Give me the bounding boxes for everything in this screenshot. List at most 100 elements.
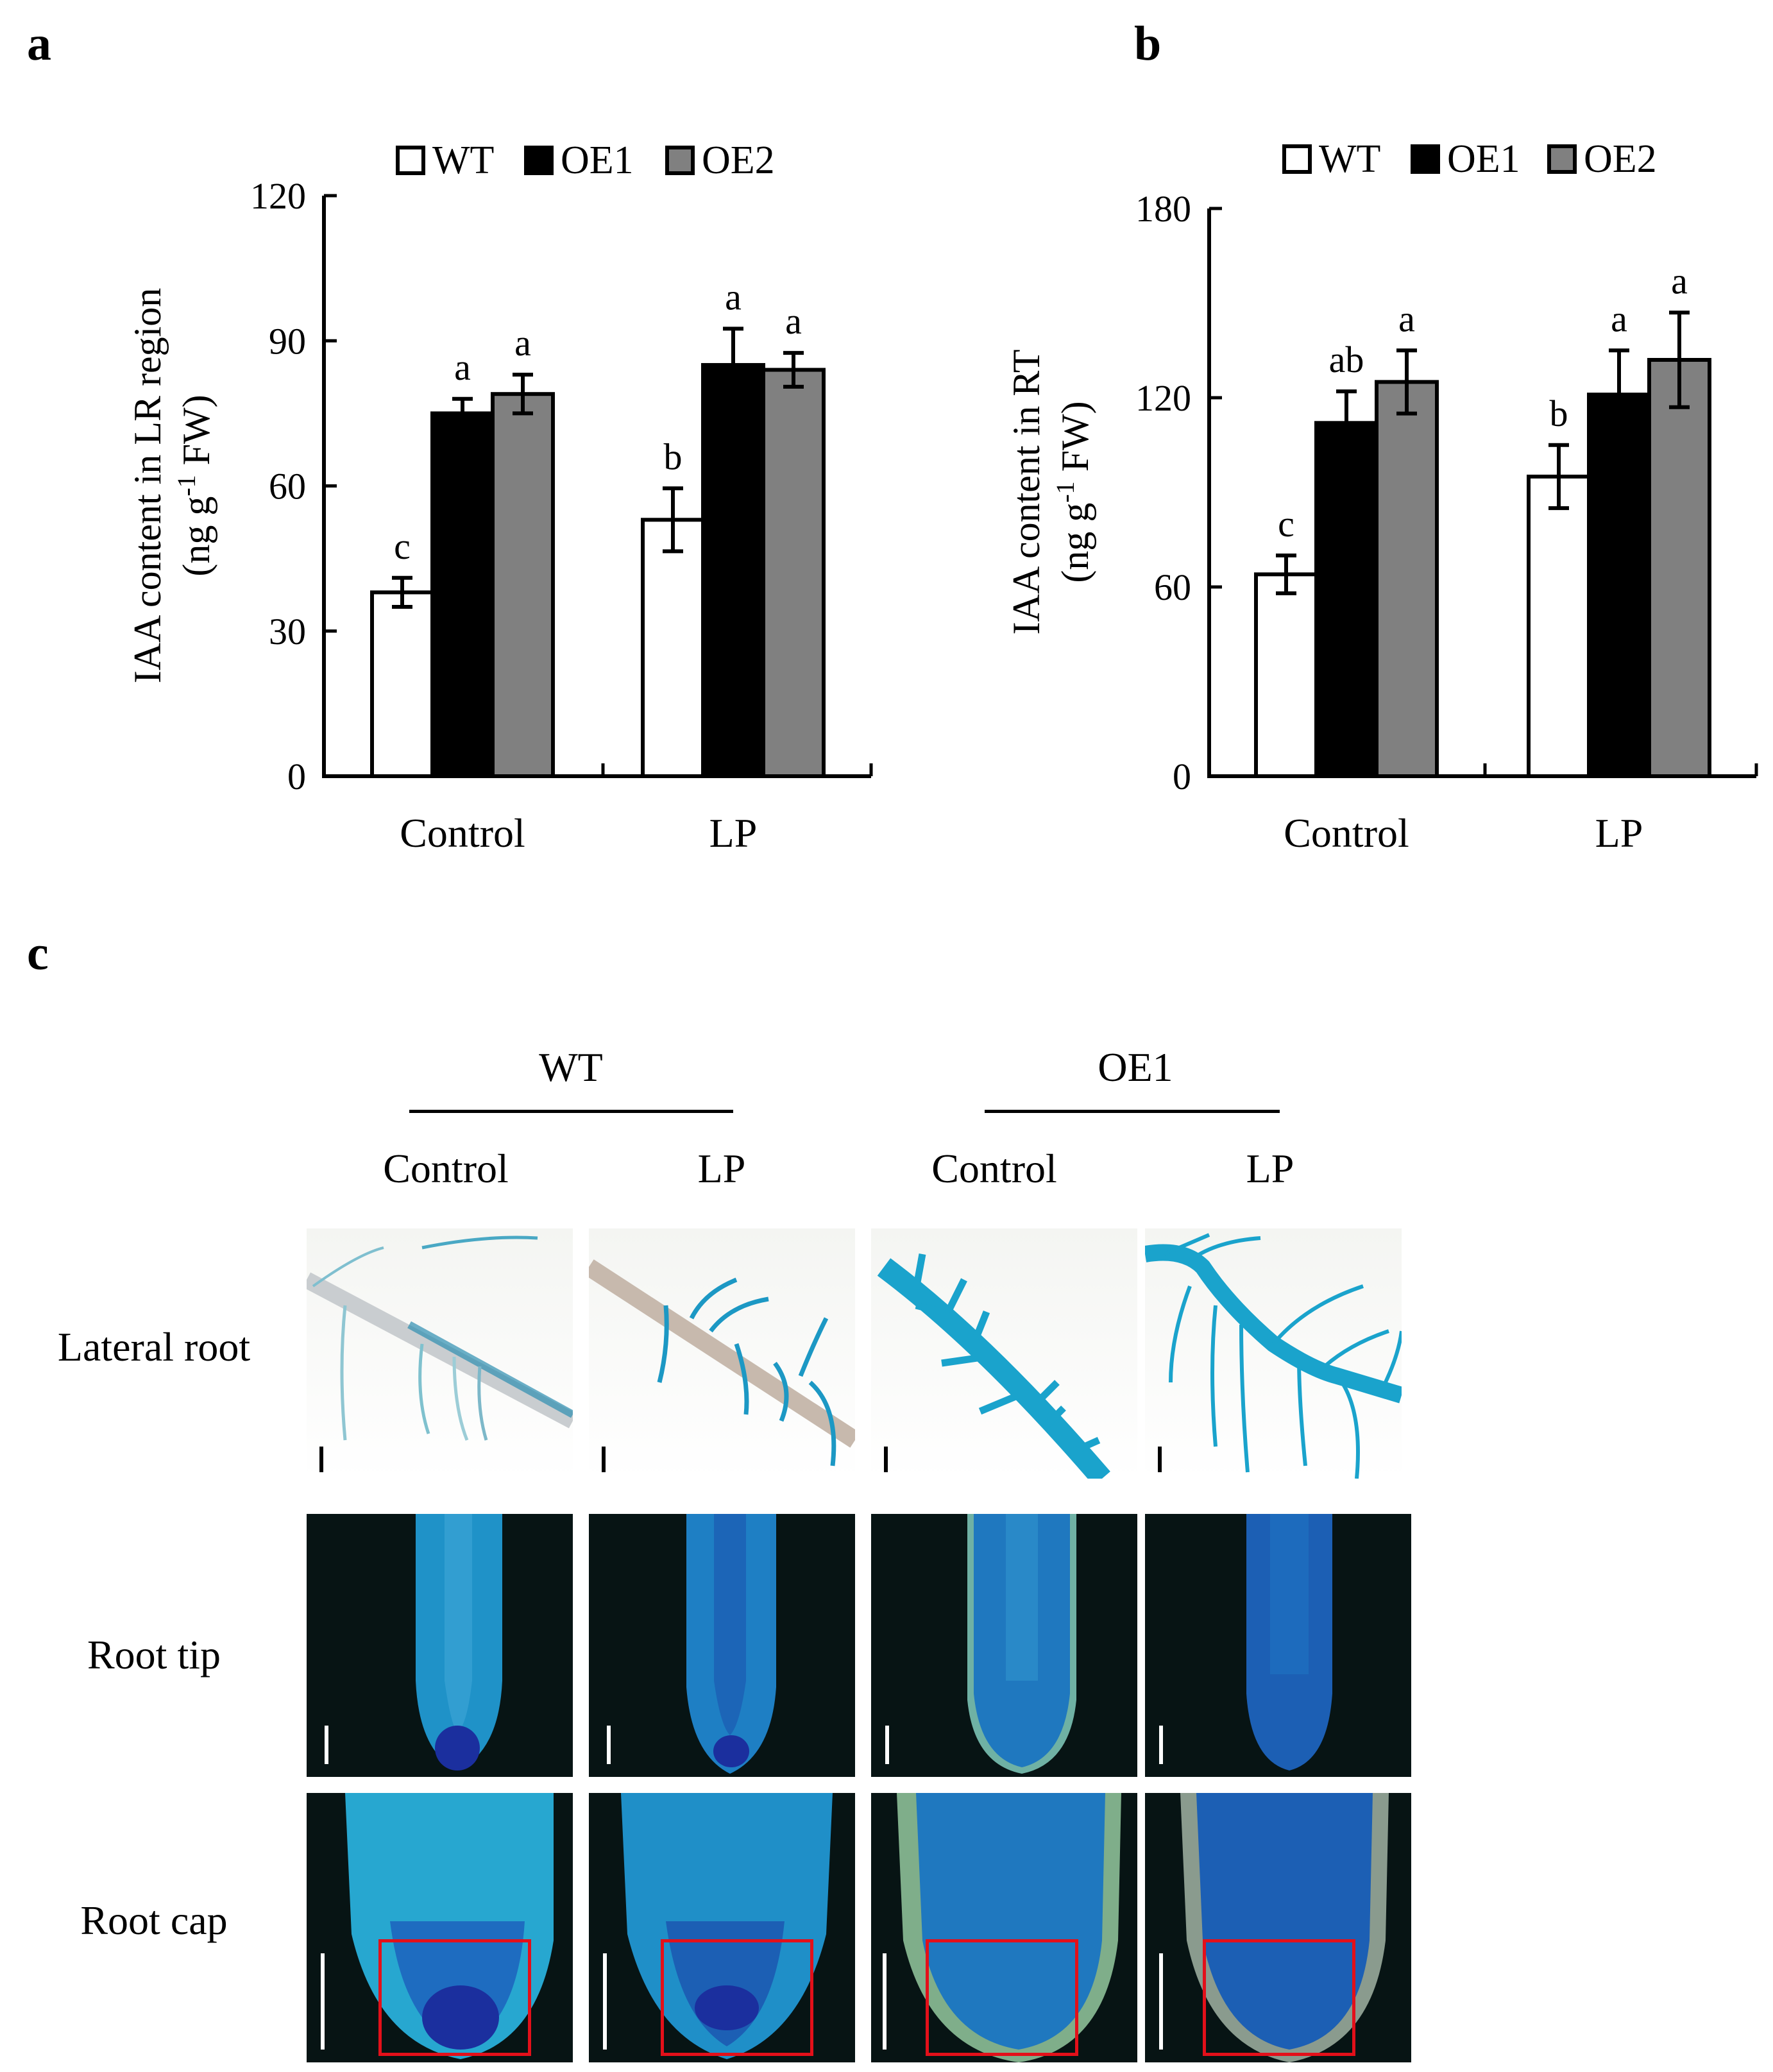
- y-axis-unit: (ng g: [1054, 503, 1096, 583]
- significance-letter: a: [1398, 298, 1415, 339]
- group-label-oe1: OE1: [1098, 1044, 1173, 1090]
- scale-bar: [607, 1726, 611, 1764]
- significance-letter: c: [394, 525, 411, 567]
- legend-swatch-wt: [1282, 144, 1312, 174]
- scale-bar: [325, 1726, 328, 1764]
- y-axis-label-line1: IAA content in RT: [1005, 350, 1048, 635]
- legend-swatch-oe2: [665, 146, 695, 175]
- highlight-box: [1203, 1939, 1355, 2056]
- photo-lateral-root-oe1-control: [871, 1228, 1137, 1479]
- row-label-lateral-root: Lateral root: [57, 1324, 251, 1370]
- bar-oe2-control: [491, 392, 555, 778]
- significance-letter: a: [454, 346, 471, 388]
- condition-oe1-control: Control: [931, 1146, 1057, 1191]
- significance-letter: a: [1671, 260, 1688, 301]
- y-axis-unit-exponent: -1: [1051, 481, 1080, 502]
- legend-label-wt: WT: [1319, 137, 1380, 181]
- y-tick-label: 0: [287, 756, 306, 797]
- group-label-wt: WT: [539, 1044, 603, 1090]
- scale-bar: [885, 1726, 889, 1764]
- y-tick-label: 180: [1135, 188, 1191, 230]
- y-axis-label-line2: (ng g-1 FW): [1051, 401, 1096, 582]
- scale-bar: [884, 1447, 888, 1472]
- row-label-root-tip: Root tip: [87, 1632, 221, 1677]
- scale-bar: [321, 1953, 325, 2050]
- condition-wt-control: Control: [383, 1146, 509, 1191]
- bar-wt-lp: [641, 518, 705, 779]
- significance-letter: c: [1278, 503, 1294, 545]
- bar-wt-control: [370, 590, 434, 779]
- category-label: Control: [400, 810, 525, 856]
- legend-swatch-oe2: [1547, 144, 1577, 174]
- bar-oe1-lp: [1587, 393, 1651, 778]
- significance-letter: a: [1611, 298, 1627, 339]
- bar-wt-control: [1254, 572, 1318, 778]
- y-tick-label: 120: [250, 175, 306, 217]
- category-label: LP: [1595, 810, 1643, 856]
- bar-wt-lp: [1527, 474, 1591, 779]
- photo-root-cap-wt-lp: [589, 1793, 855, 2062]
- condition-oe1-lp: LP: [1246, 1146, 1294, 1191]
- highlight-box: [378, 1939, 531, 2056]
- group-rule-oe1: [985, 1110, 1280, 1113]
- group-rule-wt: [409, 1110, 733, 1113]
- photo-root-tip-wt-lp: [589, 1514, 855, 1777]
- bar-oe2-lp: [761, 368, 826, 778]
- row-label-root-cap: Root cap: [80, 1898, 228, 1943]
- chart-a: 0 30 60 90 120 c a a Control b a a LP WT OE1 OE2 IAA con…: [126, 139, 873, 856]
- legend-swatch-oe1: [524, 146, 554, 175]
- legend-swatch-wt: [396, 146, 425, 175]
- y-axis-unit: (ng g: [175, 497, 217, 577]
- bar-oe1-control: [1314, 421, 1379, 778]
- highlight-box: [661, 1939, 813, 2056]
- significance-letter: b: [664, 436, 683, 477]
- y-tick-label: 60: [269, 466, 306, 507]
- y-axis-label: IAA content in RT (ng g-1 FW): [1005, 350, 1096, 635]
- significance-letter: a: [514, 322, 531, 364]
- y-axis-label-line1: IAA content in LR region: [126, 288, 169, 684]
- photo-root-tip-wt-control: [307, 1514, 573, 1777]
- photo-root-tip-oe1-lp: [1145, 1514, 1411, 1777]
- photo-root-cap-oe1-lp: [1145, 1793, 1411, 2062]
- bar-oe1-control: [430, 411, 495, 778]
- category-label: LP: [709, 810, 758, 856]
- scale-bar: [319, 1447, 323, 1472]
- legend-label-oe1: OE1: [1447, 137, 1520, 181]
- y-axis-label: IAA content in LR region (ng g-1 FW): [126, 288, 217, 684]
- scale-bar: [883, 1953, 886, 2050]
- bar-oe1-lp: [701, 362, 765, 778]
- legend-label-oe2: OE2: [702, 139, 775, 182]
- scale-bar: [603, 1953, 607, 2050]
- photo-root-cap-oe1-control: [871, 1793, 1137, 2062]
- scale-bar: [602, 1447, 606, 1472]
- y-tick-label: 30: [269, 611, 306, 652]
- y-tick-label: 120: [1135, 377, 1191, 419]
- condition-wt-lp: LP: [697, 1146, 746, 1191]
- scale-bar: [1159, 1953, 1163, 2050]
- bar-oe2-control: [1375, 380, 1439, 778]
- y-axis-label-line2: (ng g-1 FW): [172, 395, 217, 576]
- scale-bar: [1158, 1447, 1162, 1472]
- y-tick-label: 90: [269, 320, 306, 362]
- legend-label-wt: WT: [432, 139, 494, 182]
- photo-lateral-root-wt-lp: [589, 1228, 855, 1479]
- photo-root-cap-wt-control: [307, 1793, 573, 2062]
- significance-letter: ab: [1329, 339, 1364, 380]
- panel-label-b: b: [1134, 17, 1162, 71]
- legend-label-oe2: OE2: [1584, 137, 1657, 181]
- y-axis-unit-suffix: FW): [175, 395, 217, 475]
- bar-oe2-lp: [1647, 358, 1711, 778]
- category-label: Control: [1284, 810, 1409, 856]
- panel-label-c: c: [27, 926, 49, 980]
- photo-lateral-root-wt-control: [307, 1228, 573, 1479]
- scale-bar: [1159, 1726, 1163, 1764]
- photo-root-tip-oe1-control: [871, 1514, 1137, 1777]
- panel-label-a: a: [27, 17, 51, 71]
- y-tick-label: 60: [1154, 566, 1191, 608]
- y-axis-unit-exponent: -1: [172, 475, 201, 496]
- legend-label-oe1: OE1: [561, 139, 634, 182]
- legend-swatch-oe1: [1411, 144, 1440, 174]
- significance-letter: a: [725, 276, 742, 318]
- y-tick-label: 0: [1173, 756, 1191, 797]
